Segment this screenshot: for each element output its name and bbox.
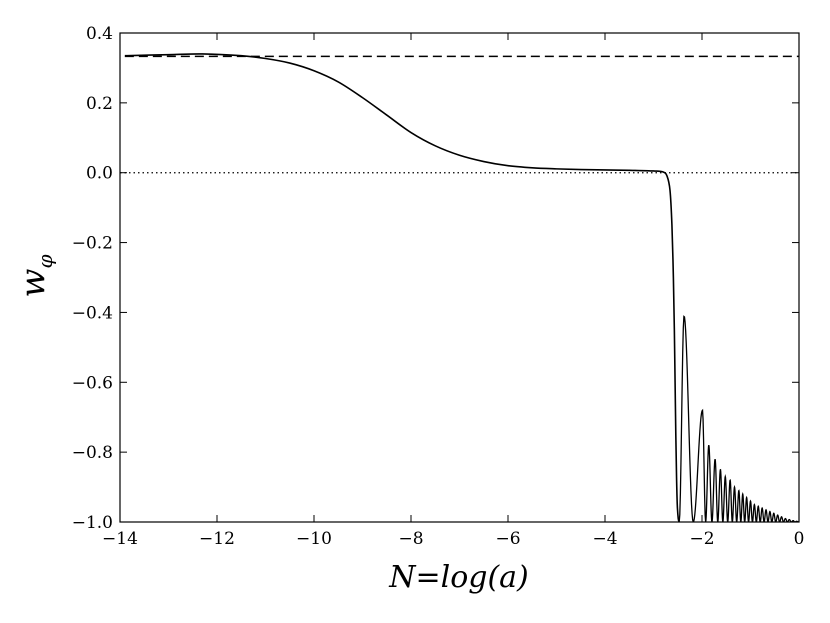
y-tick-label: 0.2 (86, 94, 113, 114)
x-tick-label: −12 (199, 529, 235, 549)
y-tick-label: 0.0 (86, 164, 113, 184)
y-tick-label: 0.4 (86, 24, 113, 44)
x-tick-label: −10 (296, 529, 332, 549)
y-tick-label: −1.0 (72, 513, 113, 533)
x-tick-label: −2 (689, 529, 714, 549)
y-tick-label: −0.4 (72, 303, 113, 323)
x-tick-label: −8 (398, 529, 423, 549)
y-tick-label: −0.2 (72, 234, 113, 254)
oscillation-line (678, 315, 799, 522)
reference-lines (120, 55, 799, 174)
y-axis-label-main: w (13, 268, 53, 297)
series-line (124, 53, 680, 522)
x-axis-label: N=log(a) (388, 560, 529, 595)
x-axis: −14 −12 −10 −8 −6 −4 −2 0 (102, 33, 804, 549)
x-tick-label: −6 (495, 529, 520, 549)
y-tick-label: −0.6 (72, 373, 113, 393)
y-tick-label: −0.8 (72, 443, 113, 463)
x-tick-label: 0 (794, 529, 805, 549)
y-axis-label-sub: φ (33, 254, 57, 268)
x-tick-label: −4 (592, 529, 617, 549)
plot-frame (119, 32, 800, 523)
x-tick-label: −14 (102, 529, 138, 549)
y-axis: −1.0 −0.8 −0.6 −0.4 −0.2 0.0 0.2 0.4 (72, 24, 799, 533)
y-axis-label: wφ (13, 254, 57, 297)
